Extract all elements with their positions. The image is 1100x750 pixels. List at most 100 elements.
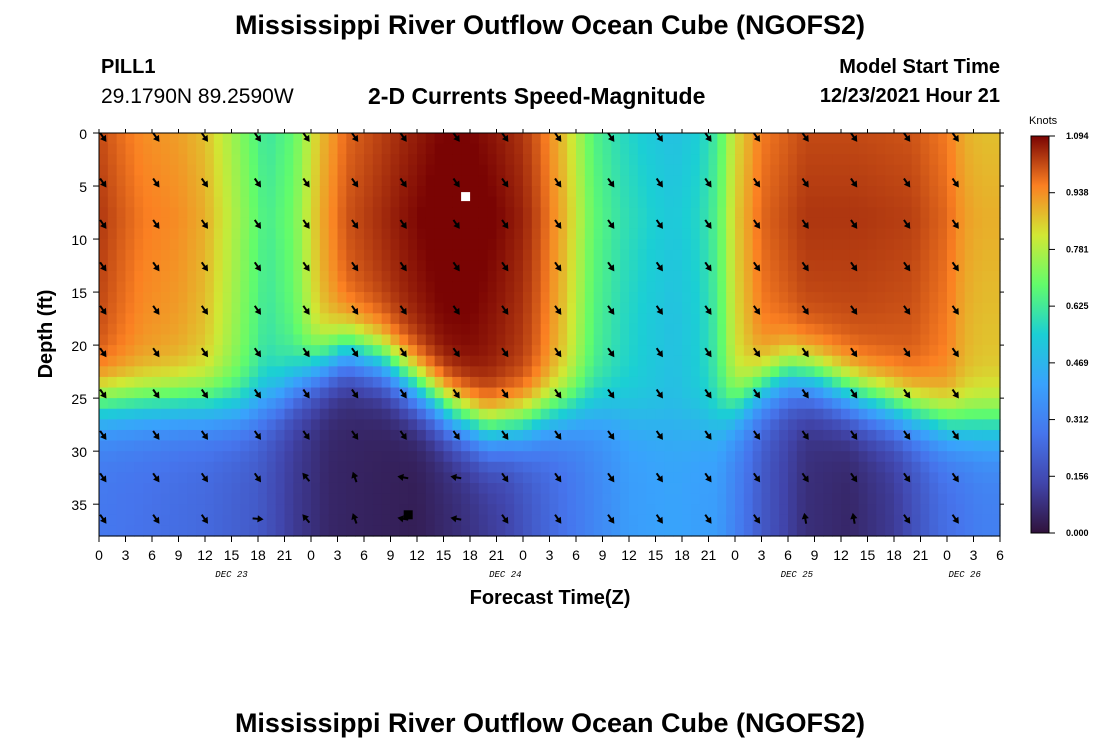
heatmap-cell xyxy=(134,249,144,261)
heatmap-cell xyxy=(673,154,683,166)
heatmap-cell xyxy=(134,451,144,463)
heatmap-cell xyxy=(584,440,595,452)
heatmap-cell xyxy=(372,366,383,378)
heatmap-cell xyxy=(876,376,886,389)
heatmap-cell xyxy=(743,270,754,283)
heatmap-cell xyxy=(947,302,957,314)
heatmap-cell xyxy=(726,482,736,495)
heatmap-cell xyxy=(425,164,436,177)
heatmap-cell xyxy=(955,292,966,304)
heatmap-cell xyxy=(885,281,895,293)
heatmap-cell xyxy=(337,429,347,442)
heatmap-cell xyxy=(381,313,392,325)
heatmap-cell xyxy=(399,270,409,283)
heatmap-cell xyxy=(902,239,913,251)
heatmap-cell xyxy=(143,239,153,251)
heatmap-cell xyxy=(761,133,771,145)
heatmap-cell xyxy=(213,440,224,452)
heatmap-cell xyxy=(761,419,771,431)
heatmap-cell xyxy=(461,355,471,367)
heatmap-cell xyxy=(770,292,780,304)
heatmap-cell xyxy=(991,249,1001,261)
heatmap-cell xyxy=(540,164,551,177)
heatmap-cell xyxy=(708,249,718,261)
heatmap-cell xyxy=(443,429,453,442)
heatmap-cell xyxy=(178,451,188,463)
heatmap-cell xyxy=(311,260,321,272)
heatmap-cell xyxy=(196,408,206,420)
heatmap-cell xyxy=(505,175,515,187)
heatmap-cell xyxy=(213,493,224,505)
heatmap-cell xyxy=(470,387,480,399)
heatmap-cell xyxy=(399,482,409,495)
heatmap-cell xyxy=(266,472,277,484)
heatmap-cell xyxy=(478,493,489,505)
heatmap-cell xyxy=(222,482,233,495)
heatmap-cell xyxy=(293,228,303,240)
heatmap-cell xyxy=(275,461,286,473)
heatmap-cell xyxy=(743,514,754,526)
heatmap-cell xyxy=(699,207,710,219)
heatmap-cell xyxy=(920,196,930,208)
heatmap-cell xyxy=(867,228,877,240)
heatmap-cell xyxy=(955,281,966,293)
heatmap-cell xyxy=(664,292,674,304)
heatmap-cell xyxy=(240,376,250,389)
heatmap-cell xyxy=(947,164,957,177)
heatmap-cell xyxy=(143,504,153,516)
heatmap-cell xyxy=(867,419,877,431)
heatmap-cell xyxy=(461,408,471,420)
heatmap-cell xyxy=(849,334,860,346)
heatmap-cell xyxy=(955,451,966,463)
heatmap-cell xyxy=(311,133,321,145)
heatmap-cell xyxy=(655,228,665,240)
heatmap-cell xyxy=(381,302,392,314)
heatmap-cell xyxy=(284,175,294,187)
heatmap-cell xyxy=(726,164,736,177)
heatmap-cell xyxy=(266,186,277,198)
current-arrow xyxy=(399,132,407,142)
heatmap-cell xyxy=(947,154,957,166)
heatmap-cell xyxy=(399,504,409,516)
heatmap-cell xyxy=(364,249,374,261)
heatmap-cell xyxy=(991,207,1001,219)
heatmap-cell xyxy=(929,493,939,505)
heatmap-cell xyxy=(258,302,268,314)
heatmap-cell xyxy=(805,429,816,442)
heatmap-cell xyxy=(673,408,683,420)
heatmap-cell xyxy=(620,313,630,325)
date-label: DEC 23 xyxy=(215,570,248,580)
heatmap-cell xyxy=(134,228,144,240)
heatmap-cell xyxy=(531,207,542,219)
heatmap-cell xyxy=(743,451,754,463)
heatmap-cell xyxy=(858,387,869,399)
heatmap-cell xyxy=(213,164,224,177)
heatmap-cell xyxy=(911,323,922,336)
current-arrow xyxy=(850,388,858,399)
heatmap-cell xyxy=(752,408,763,420)
heatmap-cell xyxy=(116,355,127,367)
heatmap-cell xyxy=(116,217,127,230)
heatmap-cell xyxy=(902,154,913,166)
heatmap-cell xyxy=(991,504,1001,516)
heatmap-cell xyxy=(258,313,268,325)
heatmap-cell xyxy=(796,355,807,367)
heatmap-cell xyxy=(178,196,188,208)
heatmap-cell xyxy=(116,472,127,484)
heatmap-cell xyxy=(293,525,303,537)
heatmap-cell xyxy=(425,133,436,145)
heatmap-cell xyxy=(726,472,736,484)
heatmap-cell xyxy=(964,133,975,145)
heatmap-cell xyxy=(611,154,621,166)
heatmap-cell xyxy=(611,228,621,240)
heatmap-cell xyxy=(258,398,268,410)
heatmap-cell xyxy=(337,196,347,208)
heatmap-cell xyxy=(699,175,710,187)
heatmap-cell xyxy=(461,302,471,314)
heatmap-cell xyxy=(938,440,948,452)
heatmap-cell xyxy=(602,429,612,442)
heatmap-cell xyxy=(876,154,886,166)
heatmap-cell xyxy=(752,440,763,452)
heatmap-cell xyxy=(284,493,294,505)
current-arrow xyxy=(99,514,107,524)
